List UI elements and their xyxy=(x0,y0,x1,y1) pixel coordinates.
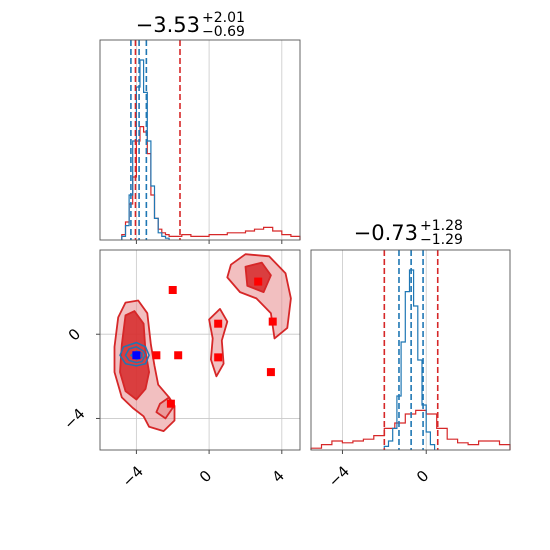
axes-frame xyxy=(99,39,301,241)
contour-b xyxy=(226,253,292,340)
axes-frame xyxy=(310,249,511,451)
panel-diag-1: −3.53 +2.01 −0.69 xyxy=(99,10,301,244)
sample-marker-b xyxy=(214,353,223,362)
title-diag-2: −0.73 xyxy=(354,221,418,245)
sample-marker-b xyxy=(174,351,183,360)
sample-marker-a xyxy=(132,351,141,360)
sample-marker-b xyxy=(214,319,223,328)
contour-b xyxy=(208,307,229,378)
title-diag-1: −3.53 xyxy=(136,13,200,37)
sample-marker-b xyxy=(168,286,177,294)
histogram-a xyxy=(383,269,436,450)
sample-marker-b xyxy=(166,399,175,408)
histogram-b xyxy=(310,409,511,450)
contour-b xyxy=(244,261,272,294)
histogram-b xyxy=(121,126,301,240)
panel-2d xyxy=(96,249,301,454)
x-tick-label: 0 xyxy=(196,467,215,486)
histogram-a xyxy=(121,59,170,240)
x-tick-label: −4 xyxy=(119,462,147,490)
x-tick-label-2: 0 xyxy=(413,467,432,486)
title-diag-1-upper: +2.01 xyxy=(202,10,245,26)
sample-marker-b xyxy=(152,351,161,360)
sample-marker-b xyxy=(268,317,277,326)
x-tick-label: 4 xyxy=(269,467,288,486)
y-tick-label: −4 xyxy=(60,405,88,433)
panel-diag-2: −0.73 +1.28 −1.29 xyxy=(310,218,511,454)
sample-marker-b xyxy=(266,368,275,377)
sample-marker-b xyxy=(254,277,263,286)
title-diag-1-lower: −0.69 xyxy=(202,24,245,40)
title-diag-2-lower: −1.29 xyxy=(420,232,463,248)
contour-a xyxy=(119,341,150,367)
x-tick-label-2: −4 xyxy=(325,462,353,490)
title-diag-2-upper: +1.28 xyxy=(420,218,463,234)
y-tick-label: 0 xyxy=(65,325,84,344)
axes-frame xyxy=(99,249,301,451)
contour-a xyxy=(124,345,147,364)
